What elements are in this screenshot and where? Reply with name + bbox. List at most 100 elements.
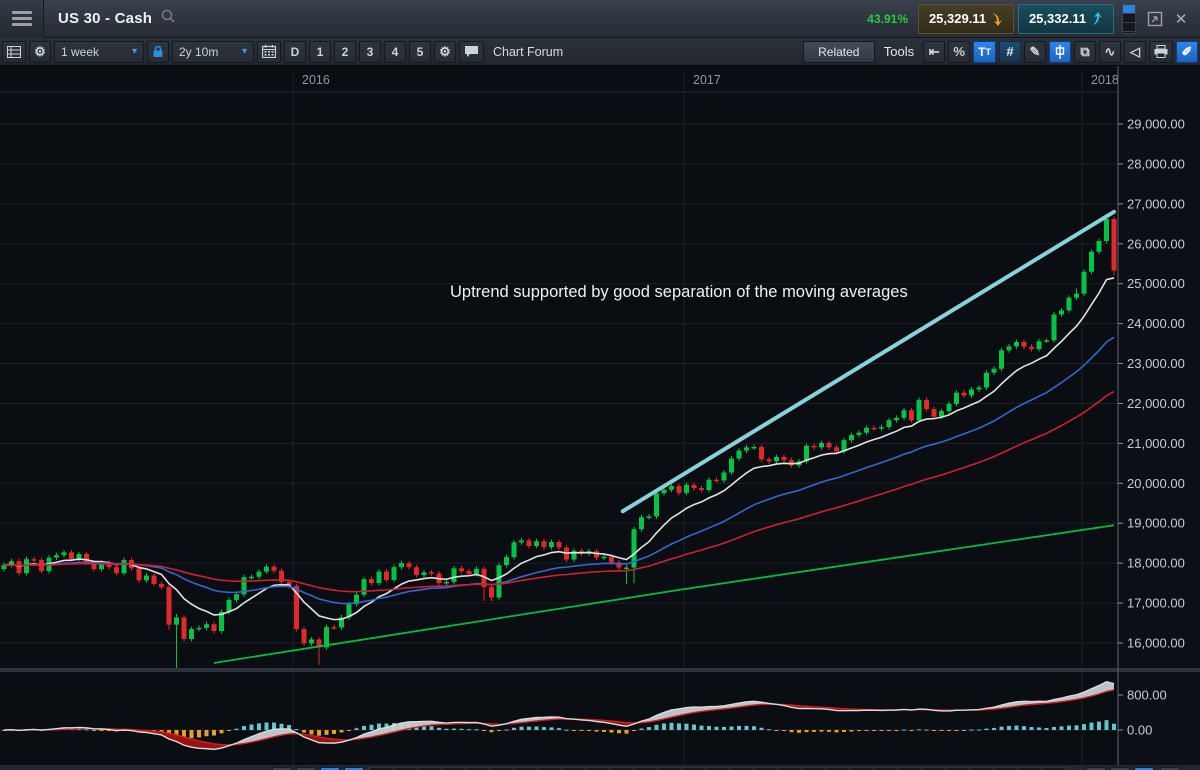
period-button-5[interactable]: 5 [409, 40, 431, 63]
pane-splitter[interactable] [0, 668, 1200, 672]
annotate-tool-icon-button[interactable]: ✐ [1176, 40, 1198, 63]
print-tool-icon-button[interactable] [1149, 40, 1173, 63]
svg-text:0.00: 0.00 [1127, 723, 1152, 738]
buy-price-button[interactable]: 25,332.11 [1018, 3, 1114, 34]
printer-icon [1154, 45, 1168, 58]
chart-toolbar: ⚙ 1 week ▾ 2y 10m ▾ D 1 2 3 4 5 ⚙ Chart … [0, 38, 1200, 66]
instrument-title: US 30 - Cash [58, 10, 153, 27]
bottom-button[interactable] [1134, 767, 1154, 770]
percent-icon: % [953, 44, 965, 59]
chevron-down-icon: ▾ [131, 46, 137, 57]
gear-icon: ⚙ [34, 44, 46, 59]
pattern-tool-icon-button[interactable]: ∿ [1099, 40, 1121, 63]
popout-icon[interactable] [1142, 6, 1168, 32]
eraser-icon: ◁ [1130, 44, 1140, 59]
pencil-icon: ✎ [1029, 44, 1041, 59]
candle-style-icon-button[interactable] [1049, 40, 1071, 63]
pen-icon: ✐ [1181, 44, 1193, 59]
trendline-drawing[interactable] [620, 209, 1116, 514]
slow-ma-line [3, 390, 1115, 593]
period-button-4[interactable]: 4 [384, 40, 406, 63]
menu-icon[interactable] [0, 0, 44, 38]
moving-average-lines [3, 277, 1115, 664]
period-button-d[interactable]: D [284, 40, 306, 63]
settings-gear-icon-button[interactable]: ⚙ [29, 40, 51, 63]
period-button-3[interactable]: 3 [359, 40, 381, 63]
calendar-icon [262, 45, 276, 58]
price-axis[interactable]: 29,000.00 28,000.00 27,000.00 26,000.00 25,0… [1117, 66, 1185, 765]
bottom-toolbar [0, 765, 1200, 770]
eraser-tool-icon-button[interactable]: ◁ [1124, 40, 1146, 63]
search-icon[interactable] [160, 8, 176, 29]
range-dropdown[interactable]: 2y 10m ▾ [172, 40, 254, 63]
chart-background [0, 66, 1200, 765]
candlestick-icon [1055, 44, 1065, 59]
depth-gauge[interactable] [1122, 3, 1136, 34]
gridlines [0, 71, 1118, 765]
svg-text:20,000.00: 20,000.00 [1127, 476, 1185, 491]
bottom-scrollbar[interactable] [368, 767, 1068, 770]
svg-text:18,000.00: 18,000.00 [1127, 556, 1185, 571]
bottom-button[interactable] [344, 767, 364, 770]
pattern-icon: ∿ [1104, 44, 1116, 59]
period-button-2[interactable]: 2 [334, 40, 356, 63]
layers-tool-icon-button[interactable]: ⧉ [1074, 40, 1096, 63]
svg-text:22,000.00: 22,000.00 [1127, 396, 1185, 411]
svg-text:2017: 2017 [693, 73, 721, 87]
svg-text:2016: 2016 [302, 73, 330, 87]
fast-ma-line [3, 277, 1115, 621]
tools-label: Tools [883, 44, 915, 59]
speech-bubble-icon [465, 46, 478, 57]
svg-text:17,000.00: 17,000.00 [1127, 596, 1185, 611]
bottom-button[interactable] [272, 767, 292, 770]
lock-icon [153, 45, 163, 57]
buy-price-value: 25,332.11 [1028, 11, 1087, 26]
price-up-arrow-icon [1093, 11, 1103, 25]
medium-ma-line [3, 336, 1115, 605]
chart-annotation: Uptrend supported by good separation of … [450, 283, 908, 301]
svg-text:21,000.00: 21,000.00 [1127, 436, 1185, 451]
svg-text:23,000.00: 23,000.00 [1127, 356, 1185, 371]
bottom-button[interactable] [296, 767, 316, 770]
long-ma-line [213, 524, 1115, 664]
close-icon[interactable]: ✕ [1174, 10, 1188, 28]
chart-settings-gear-icon-button[interactable]: ⚙ [434, 40, 456, 63]
range-value: 2y 10m [179, 44, 219, 59]
bottom-button[interactable] [320, 767, 340, 770]
gear-icon: ⚙ [439, 44, 451, 59]
sell-price-value: 25,329.11 [928, 11, 987, 26]
related-button[interactable]: Related [802, 40, 875, 63]
price-down-arrow-icon [993, 12, 1003, 26]
grid-icon: # [1006, 44, 1014, 59]
chart-forum-link[interactable]: Chart Forum [493, 44, 564, 59]
chart-canvas[interactable]: Uptrend supported by good separation of … [0, 66, 1200, 765]
layers-icon: ⧉ [1080, 44, 1090, 59]
time-axis[interactable]: 2016 2017 2018 [302, 73, 1119, 87]
chat-bubble-icon-button[interactable] [459, 40, 484, 63]
insert-tool-icon-button[interactable]: ⇤ [923, 40, 946, 63]
percent-tool-icon-button[interactable]: % [948, 40, 971, 63]
lock-icon-button[interactable] [147, 40, 169, 63]
draw-tool-icon-button[interactable]: ✎ [1024, 40, 1046, 63]
bottom-button[interactable] [1086, 767, 1106, 770]
svg-text:800.00: 800.00 [1127, 688, 1167, 703]
svg-text:28,000.00: 28,000.00 [1127, 156, 1185, 171]
macd-indicator-pane [2, 680, 1116, 751]
svg-text:25,000.00: 25,000.00 [1127, 276, 1185, 291]
calendar-icon-button[interactable] [257, 40, 281, 63]
interval-dropdown[interactable]: 1 week ▾ [54, 40, 144, 63]
svg-text:27,000.00: 27,000.00 [1127, 196, 1185, 211]
period-button-1[interactable]: 1 [309, 40, 331, 63]
title-bar: US 30 - Cash 43.91% 25,329.11 25,332.11 … [0, 0, 1200, 38]
svg-text:26,000.00: 26,000.00 [1127, 236, 1185, 251]
bottom-button[interactable] [1160, 767, 1180, 770]
change-percent: 43.91% [867, 11, 908, 26]
bottom-button[interactable] [1110, 767, 1130, 770]
svg-text:29,000.00: 29,000.00 [1127, 117, 1185, 132]
grid-tool-icon-button[interactable]: # [999, 40, 1021, 63]
svg-text:16,000.00: 16,000.00 [1127, 636, 1185, 651]
svg-text:24,000.00: 24,000.00 [1127, 316, 1185, 331]
watchlist-icon-button[interactable] [2, 40, 26, 63]
sell-price-button[interactable]: 25,329.11 [918, 3, 1014, 34]
